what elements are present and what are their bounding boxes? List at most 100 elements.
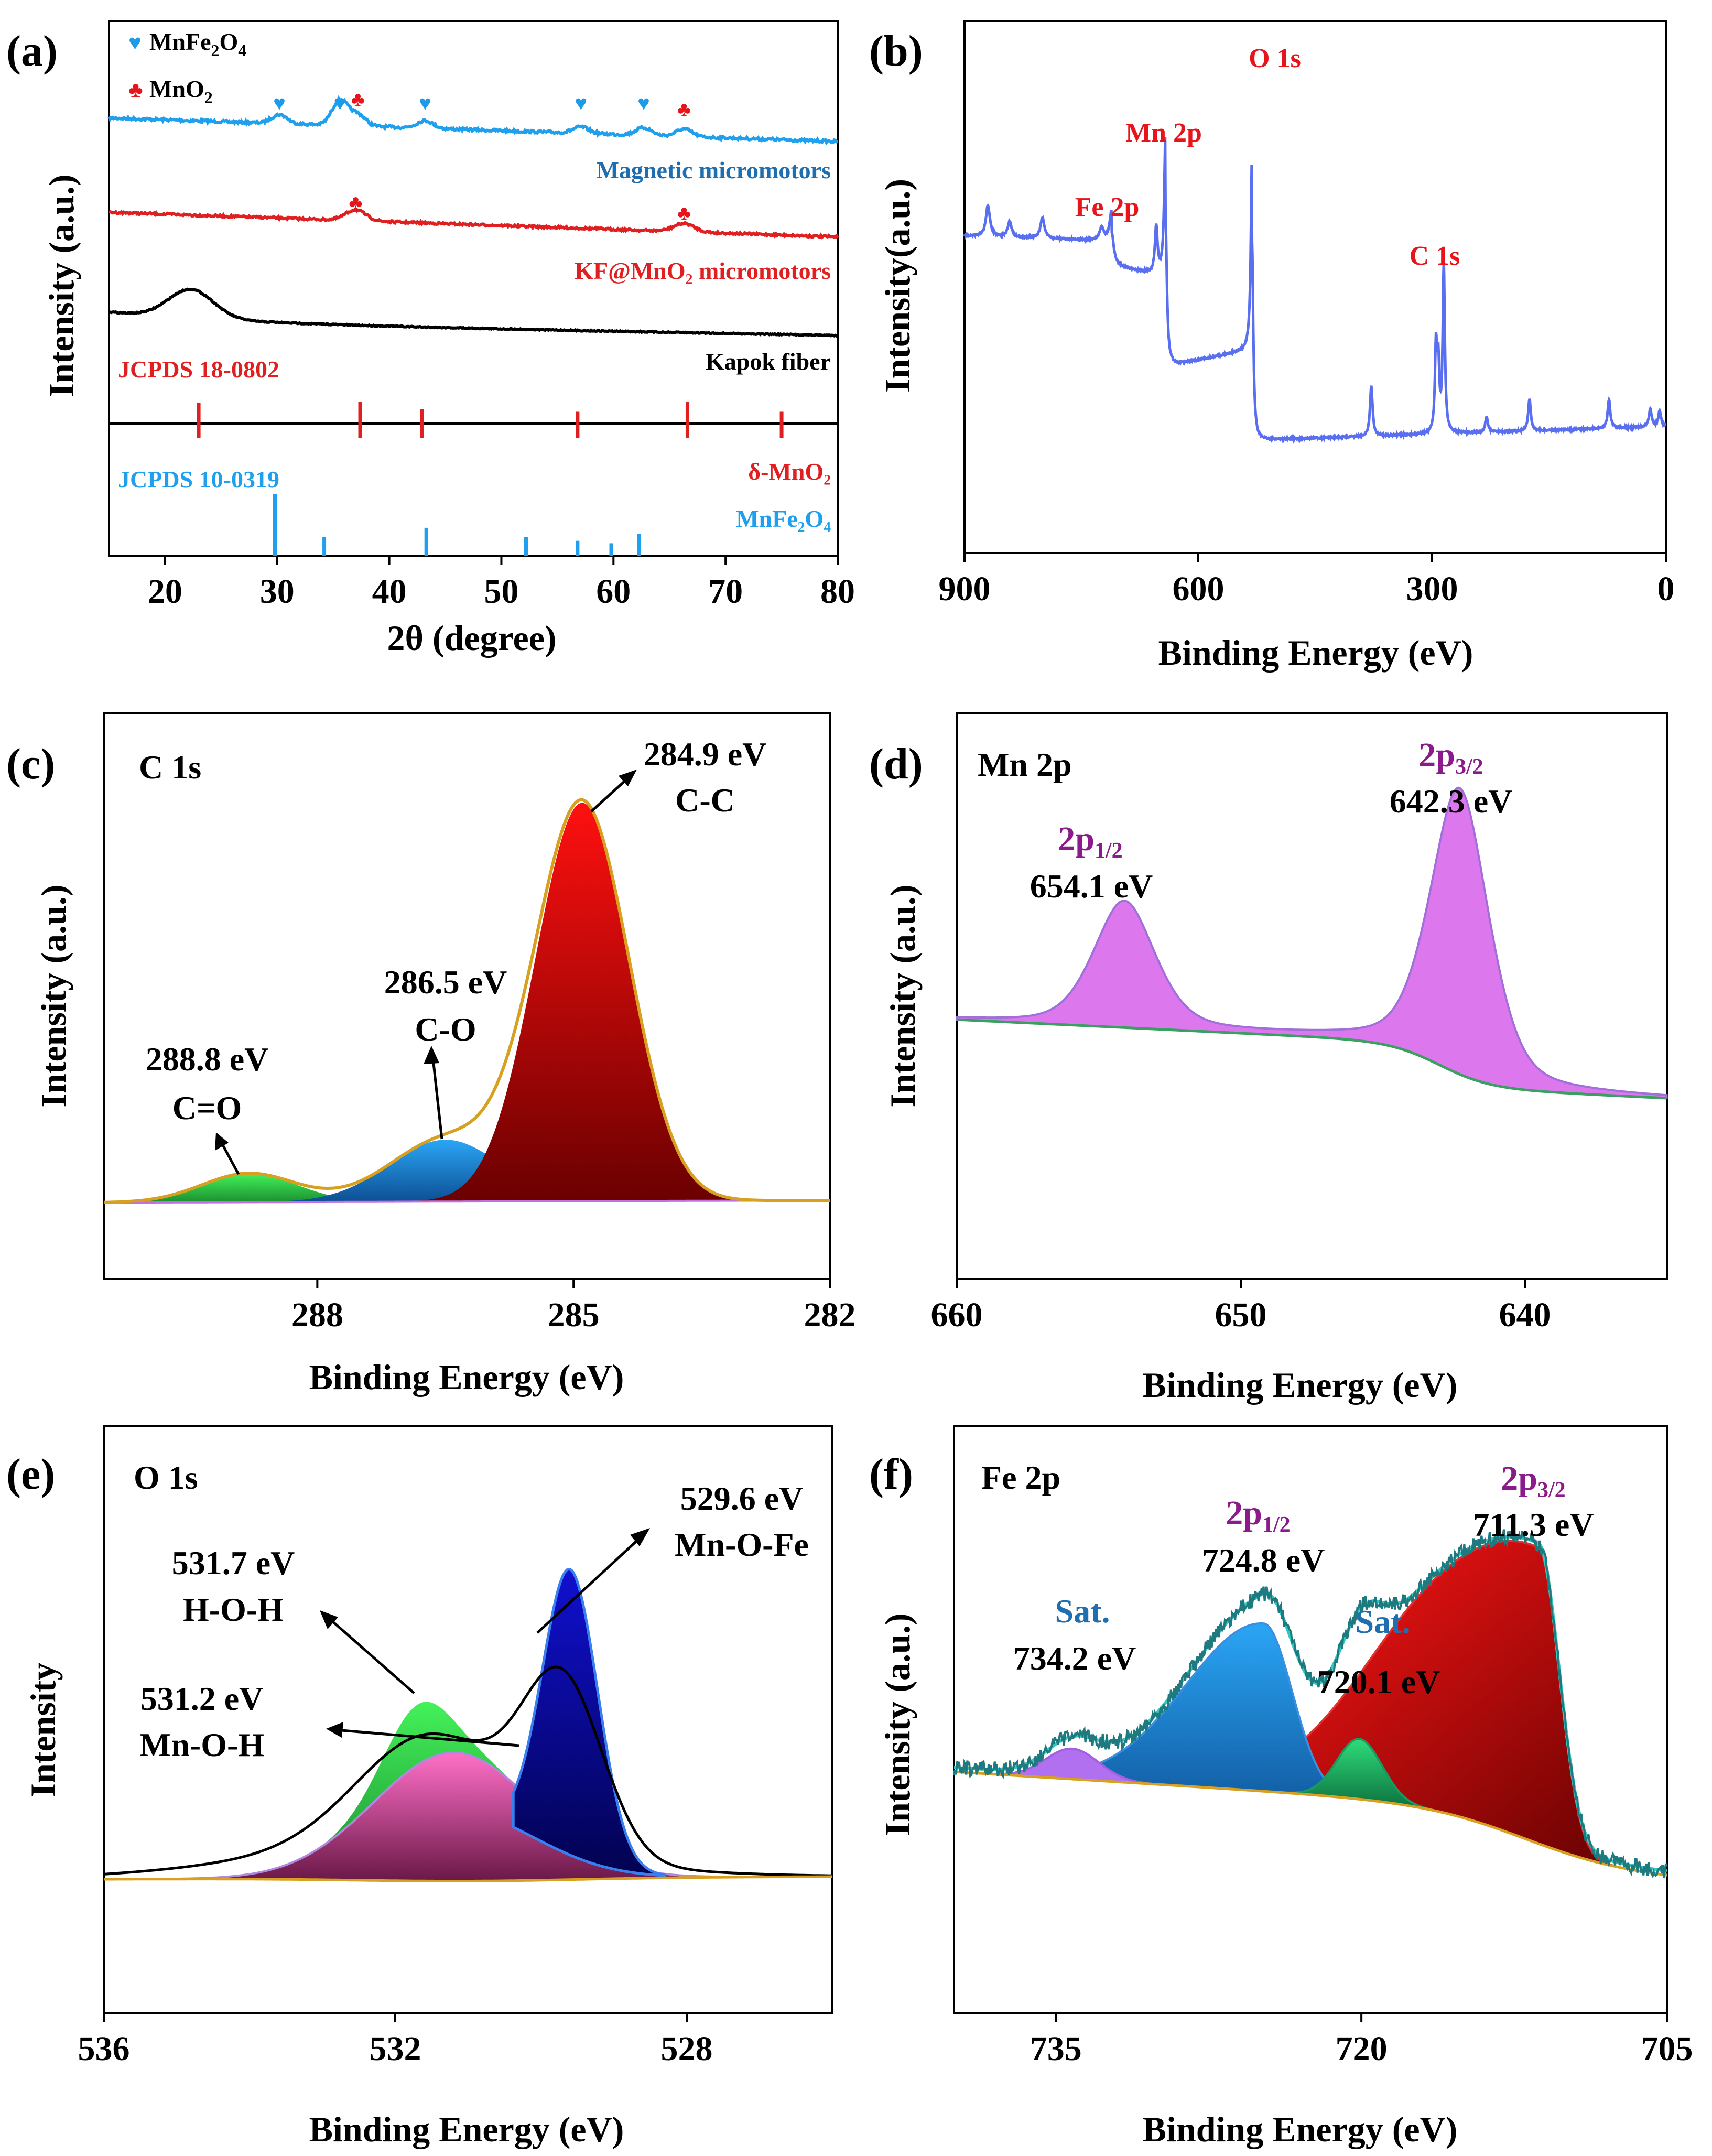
panel-d-mn2p: (d) Mn 2p 660 650 640 Binding Energy (eV) …	[869, 712, 1668, 1405]
a-ticklabel-20: 20	[148, 572, 182, 611]
club-marker-kf-0: ♣	[349, 191, 362, 214]
e-baseline	[104, 1875, 832, 1882]
phase-label-mno2: δ-MnO₂	[748, 458, 831, 485]
b-ticklabel-900: 900	[939, 570, 991, 608]
panel-f-frame	[953, 1425, 1668, 2014]
series-label-kf-mno2: KF@MnO₂ micromotors	[575, 257, 831, 284]
heart-marker-1: ♥	[334, 91, 346, 115]
e-component-mnofe	[512, 1567, 666, 1877]
panel-f-label: (f)	[869, 1450, 913, 1499]
panel-c-frame	[103, 712, 831, 1280]
annot-c1s: C 1s	[1410, 241, 1460, 271]
e-peak3-ev: 529.6 eV	[680, 1480, 804, 1517]
panel-b-xlabel: Binding Energy (eV)	[1158, 633, 1473, 673]
panel-f-fe2p: (f) Fe 2p 735 720 705 Binding Energy (eV) …	[869, 1425, 1693, 2149]
a-ticklabel-50: 50	[484, 572, 518, 611]
f-peak4-orbital: 2p3/2	[1501, 1459, 1565, 1502]
panel-d-x-ticks: 660 650 640	[931, 1279, 1551, 1334]
c-envelope	[103, 798, 830, 1204]
e-peak1-ev: 531.7 eV	[172, 1544, 295, 1581]
panel-a-xrd: (a) 20 30 40 50 60 70 80 2θ (degree) Intensity…	[6, 20, 855, 658]
c-component-2	[104, 803, 830, 1203]
panel-a-ylabel: Intensity (a.u.)	[41, 174, 81, 397]
panel-b-survey: (b) 900 600 300 0 Binding Energy (eV) Inten…	[869, 20, 1675, 673]
a-ticklabel-30: 30	[260, 572, 295, 611]
annot-mn2p: Mn 2p	[1125, 118, 1202, 148]
panel-a-legend: ♥ MnFe2O4 ♣ MnO2	[128, 28, 246, 107]
e-arrow-mnofe	[536, 1535, 643, 1634]
panel-f-fit-components	[953, 1529, 1668, 1879]
c-component-0	[104, 1173, 830, 1203]
panel-e-fit-components	[103, 1567, 833, 1882]
panel-b-frame	[963, 20, 1667, 554]
f-peak2-ev: 724.8 eV	[1202, 1542, 1325, 1579]
panel-d-frame	[956, 712, 1668, 1280]
e-peak3-bond: Mn-O-Fe	[675, 1526, 809, 1563]
d-ticklabel-650: 650	[1215, 1296, 1267, 1334]
legend-mno2: MnO2	[149, 75, 213, 107]
e-envelope	[103, 1665, 833, 1877]
panel-a-x-ticks: 20 30 40 50 60 70 80	[148, 556, 855, 611]
f-raw-data	[953, 1529, 1668, 1879]
a-ticklabel-60: 60	[596, 572, 631, 611]
panel-d-ylabel: Intensity (a.u.)	[883, 884, 923, 1107]
panel-a-label: (a)	[6, 27, 58, 75]
f-peak4-ev: 711.3 eV	[1472, 1506, 1594, 1543]
series-label-kapok: Kapok fiber	[706, 348, 831, 375]
c-arrowhead-cc	[619, 770, 637, 786]
ref-label-jcpds-18-0802: JCPDS 18-0802	[118, 356, 279, 383]
panel-d-title: Mn 2p	[978, 746, 1072, 783]
panel-b-x-ticks: 900 600 300 0	[939, 553, 1675, 608]
club-marker-kf-1: ♣	[677, 201, 691, 225]
panel-e-label: (e)	[6, 1450, 55, 1499]
heart-marker-0: ♥	[273, 91, 286, 115]
e-component-hoh	[104, 1702, 832, 1879]
c-component-1	[104, 1140, 830, 1203]
f-peak3-name: Sat.	[1356, 1603, 1411, 1640]
d-peak1-orbital: 2p1/2	[1058, 820, 1122, 863]
f-ticklabel-735: 735	[1030, 2030, 1082, 2068]
panel-a-peak-markers: ♥ ♥ ♥ ♥ ♥♣ ♣♣ ♣	[273, 88, 691, 225]
kf-mno2-micromotors-curve	[108, 208, 839, 240]
club-marker-mag-1: ♣	[677, 97, 691, 121]
panel-a-frame	[108, 20, 839, 557]
a-ticklabel-80: 80	[820, 572, 855, 611]
heart-marker-2: ♥	[419, 91, 431, 115]
panel-c-ylabel: Intensity (a.u.)	[34, 884, 73, 1107]
panel-c-xlabel: Binding Energy (eV)	[309, 1357, 624, 1397]
f-ticklabel-705: 705	[1641, 2030, 1693, 2068]
c-arrowhead-co	[424, 1046, 439, 1064]
c-ticklabel-288: 288	[291, 1296, 343, 1334]
a-ticklabel-70: 70	[708, 572, 743, 611]
a-ticklabel-40: 40	[372, 572, 407, 611]
panel-e-title: O 1s	[134, 1459, 198, 1496]
d-peak2-ev: 642.3 eV	[1390, 783, 1513, 820]
panel-a-reference-lines	[197, 402, 784, 556]
panel-e-xlabel: Binding Energy (eV)	[309, 2109, 624, 2149]
e-ticklabel-532: 532	[370, 2030, 421, 2068]
c-peak3-bond: C-C	[675, 782, 735, 819]
series-label-magnetic: Magnetic micromotors	[597, 157, 831, 183]
e-peak2-bond: Mn-O-H	[139, 1726, 264, 1763]
panel-b-ylabel: Intensity(a.u.)	[877, 179, 917, 393]
panel-f-xlabel: Binding Energy (eV)	[1143, 2109, 1458, 2149]
e-peak2-ev: 531.2 eV	[140, 1680, 264, 1717]
legend-club-icon: ♣	[128, 78, 143, 102]
e-arrowhead-mnoh	[326, 1722, 343, 1738]
panel-f-ylabel: Intensity (a.u.)	[877, 1613, 917, 1836]
c-peak2-ev: 286.5 eV	[384, 963, 507, 1001]
c-baseline	[103, 1199, 830, 1204]
b-ticklabel-0: 0	[1657, 570, 1675, 608]
panel-e-frame	[103, 1425, 833, 2014]
panel-a-xlabel: 2θ (degree)	[387, 618, 556, 658]
annot-fe2p: Fe 2p	[1075, 192, 1140, 222]
d-peak2-orbital: 2p3/2	[1418, 736, 1483, 779]
e-peak1-bond: H-O-H	[183, 1591, 284, 1628]
e-ticklabel-536: 536	[78, 2030, 130, 2068]
panel-b-label: (b)	[869, 27, 923, 75]
d-baseline	[956, 1018, 1667, 1100]
c-peak3-ev: 284.9 eV	[644, 735, 767, 773]
panel-a-curves	[107, 95, 839, 338]
annot-o1s: O 1s	[1249, 44, 1301, 73]
